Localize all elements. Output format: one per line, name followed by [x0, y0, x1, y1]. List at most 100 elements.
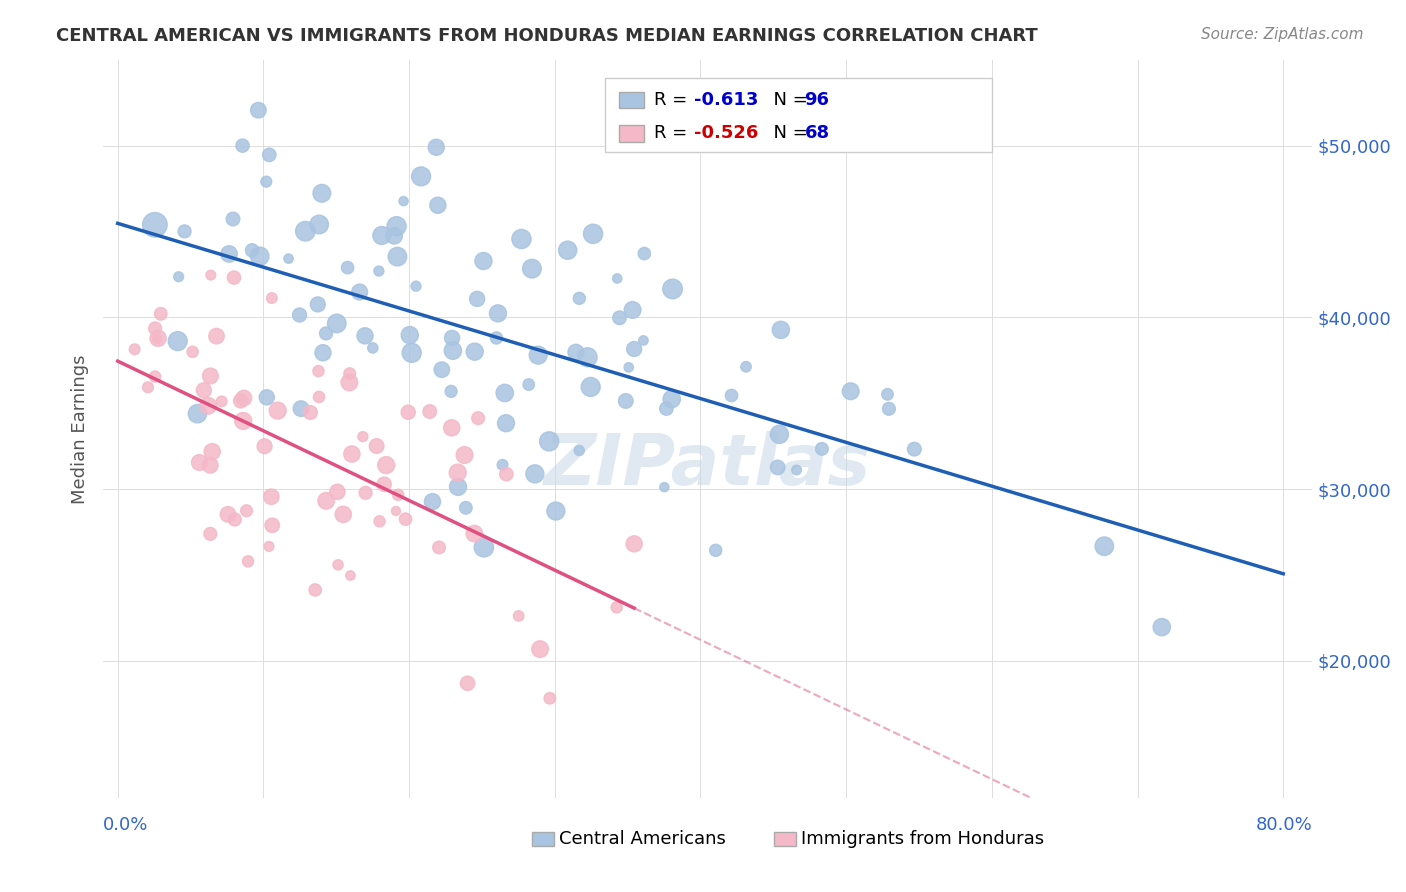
Point	[766, 460, 789, 475]
Point	[326, 558, 349, 572]
Point	[173, 224, 195, 238]
Point	[523, 467, 546, 481]
Point	[146, 331, 169, 345]
Point	[368, 514, 391, 528]
Point	[387, 488, 409, 502]
Point	[544, 504, 567, 518]
Point	[315, 326, 337, 341]
Point	[308, 390, 330, 404]
Text: R =: R =	[654, 125, 693, 143]
Point	[839, 384, 862, 399]
Point	[517, 377, 540, 392]
Point	[557, 244, 579, 258]
Point	[606, 600, 628, 615]
Point	[472, 254, 495, 268]
Point	[495, 416, 517, 430]
Point	[454, 500, 477, 515]
Point	[426, 198, 449, 212]
Point	[267, 403, 290, 417]
Point	[411, 169, 433, 184]
Point	[520, 261, 543, 276]
Text: Immigrants from Honduras: Immigrants from Honduras	[801, 830, 1045, 848]
Point	[508, 609, 530, 624]
Point	[260, 291, 283, 305]
Point	[229, 393, 252, 408]
Point	[463, 526, 485, 541]
Text: R =: R =	[654, 91, 693, 109]
Point	[457, 676, 479, 690]
Point	[527, 348, 550, 362]
Point	[1150, 620, 1173, 634]
Point	[453, 448, 475, 462]
Point	[405, 279, 427, 293]
Point	[339, 367, 361, 381]
Point	[494, 386, 516, 401]
Text: 96: 96	[804, 91, 830, 109]
Point	[232, 391, 254, 405]
Point	[290, 401, 312, 416]
Bar	[533, 832, 554, 846]
Point	[181, 344, 204, 359]
Point	[877, 401, 900, 416]
Text: -0.526: -0.526	[693, 125, 758, 143]
Point	[277, 252, 299, 266]
Point	[768, 427, 790, 442]
Point	[811, 442, 834, 456]
Point	[568, 291, 591, 305]
Point	[441, 331, 464, 345]
Point	[304, 582, 326, 597]
Point	[217, 508, 239, 522]
Point	[485, 331, 508, 345]
Point	[440, 421, 463, 435]
Point	[232, 414, 254, 428]
Point	[654, 480, 676, 494]
Point	[294, 224, 316, 238]
Point	[193, 384, 215, 398]
Point	[326, 484, 349, 499]
Text: N =: N =	[762, 91, 814, 109]
Point	[396, 405, 419, 419]
Text: Central Americans: Central Americans	[560, 830, 725, 848]
Point	[394, 512, 416, 526]
Text: N =: N =	[762, 125, 814, 143]
Point	[565, 345, 588, 359]
Point	[337, 376, 360, 390]
Point	[224, 512, 246, 526]
Point	[340, 447, 363, 461]
Point	[236, 554, 259, 568]
Point	[235, 504, 257, 518]
Point	[136, 380, 159, 394]
Point	[188, 456, 211, 470]
Point	[422, 494, 444, 508]
Point	[903, 442, 925, 457]
Point	[354, 485, 377, 500]
Point	[200, 458, 222, 473]
Point	[661, 282, 683, 296]
Point	[336, 260, 359, 275]
Text: CENTRAL AMERICAN VS IMMIGRANTS FROM HONDURAS MEDIAN EARNINGS CORRELATION CHART: CENTRAL AMERICAN VS IMMIGRANTS FROM HOND…	[56, 27, 1038, 45]
Point	[495, 467, 517, 482]
Point	[166, 334, 188, 348]
Point	[200, 268, 222, 282]
Point	[254, 175, 277, 189]
Point	[332, 508, 354, 522]
Point	[385, 504, 408, 518]
Point	[467, 411, 489, 425]
Point	[259, 148, 281, 162]
Point	[582, 227, 605, 241]
Bar	[775, 832, 796, 846]
Point	[609, 310, 631, 325]
Point	[465, 292, 488, 306]
Point	[218, 247, 240, 261]
Point	[876, 387, 898, 401]
Text: 0.0%: 0.0%	[103, 815, 149, 834]
Point	[222, 270, 245, 285]
Point	[617, 360, 640, 375]
Point	[361, 341, 384, 355]
Point	[401, 346, 423, 360]
Point	[143, 369, 166, 384]
Point	[352, 430, 374, 444]
Point	[529, 642, 551, 657]
Point	[257, 540, 280, 554]
Text: ZIPatlas: ZIPatlas	[544, 432, 872, 500]
